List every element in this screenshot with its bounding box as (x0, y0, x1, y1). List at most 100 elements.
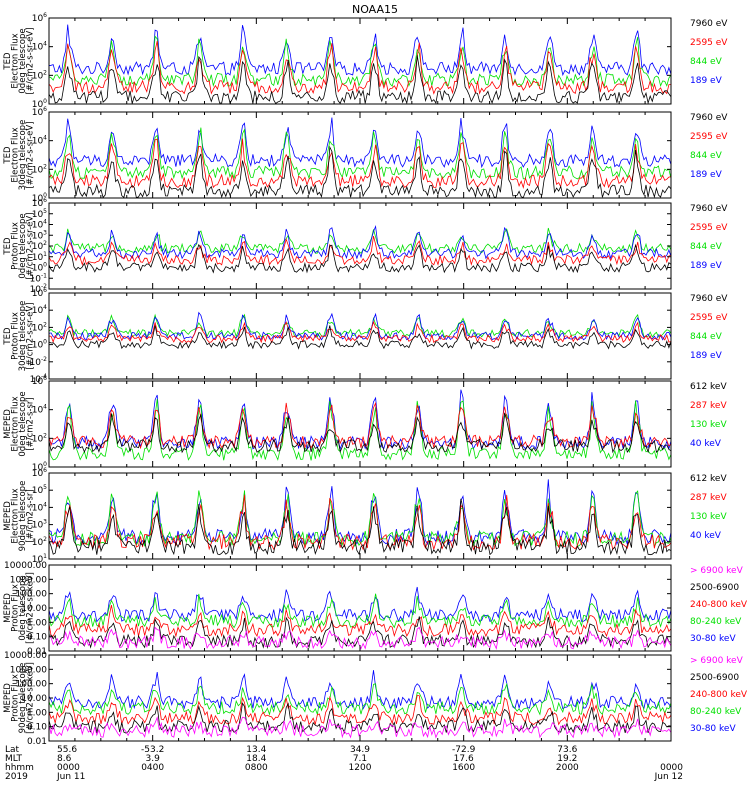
series-130-kev (48, 490, 672, 548)
legend-entry: 189 eV (690, 170, 723, 180)
y-tick-label: 0.01 (27, 737, 47, 747)
y-axis-label: [#/cm2-s-sr-eV] (26, 121, 36, 188)
y-tick-label: 1000.00 (10, 665, 47, 675)
y-axis-label: [#/cm2-s-sr-keV] (26, 572, 36, 644)
y-tick-label: 10000.00 (4, 651, 47, 661)
x-row-label: MLT (5, 754, 23, 764)
y-tick-label: 106 (32, 106, 47, 118)
legend-entry: 612 keV (690, 382, 727, 392)
x-tick-label-lat: 13.4 (246, 745, 266, 755)
legend-entry: 844 eV (690, 242, 723, 252)
series-612-kev (48, 412, 672, 454)
series-2595-ev (48, 138, 672, 189)
x-tick-label-hhmm: 0800 (245, 763, 268, 773)
panel-8: 0.01 0.10 1.00 10.00 100.00 1000.00 10000.00 ME… (3, 651, 748, 747)
legend-entry: 7960 eV (690, 113, 728, 123)
legend-entry: 2500-6900 (690, 673, 739, 683)
x-tick-label-hhmm: 1200 (349, 763, 372, 773)
y-axis-label: MEPED (3, 683, 13, 713)
legend-entry: 2500-6900 (690, 583, 739, 593)
y-axis-label: MEPED (3, 593, 13, 623)
legend-entry: 189 eV (690, 351, 723, 361)
y-axis-label: 90deg telescope (18, 481, 28, 552)
x-row-label: 2019 (5, 772, 28, 782)
y-axis-label: Proton Flux (11, 584, 21, 632)
x-tick-label-date: Jun 12 (654, 772, 683, 782)
legend-entry: 30-80 keV (690, 724, 736, 734)
y-tick-label: 106 (32, 467, 47, 479)
y-axis-label: [#/cm2-s-sr-eV] (26, 302, 36, 369)
series-30-80-kev (48, 670, 672, 710)
y-axis-label: [#/cm2-s-sr-eV] (26, 212, 36, 279)
y-tick-label: 10.00 (21, 694, 47, 704)
legend-entry: 189 eV (690, 76, 723, 86)
x-tick-label-hhmm: 2000 (556, 763, 579, 773)
series-2595-ev (48, 41, 671, 95)
y-axis-label: TED (3, 146, 13, 165)
legend-entry: 2595 eV (690, 223, 728, 233)
plot-frame (48, 564, 672, 652)
y-tick-label: 106 (32, 287, 47, 299)
x-tick-label-lat: -53.2 (141, 745, 164, 755)
y-axis-label: Electron Flux (11, 488, 21, 543)
y-axis-label: [#/cm2-s-sr] (26, 489, 36, 542)
y-tick-label: 10000.00 (4, 561, 47, 571)
legend-entry: 240-800 keV (690, 600, 748, 610)
legend-entry: 844 eV (690, 151, 723, 161)
y-axis-label: 90deg telescope (18, 663, 28, 734)
legend-entry: 844 eV (690, 57, 723, 67)
y-axis-label: Proton Flux (11, 222, 21, 270)
series-30-80-kev (48, 586, 672, 623)
x-tick-label-mlt: 17.6 (454, 754, 474, 764)
y-axis-label: TED (3, 52, 13, 71)
legend-entry: 7960 eV (690, 204, 728, 214)
legend-entry: > 6900 keV (690, 566, 744, 576)
y-axis-label: 0deg telescope (18, 575, 28, 640)
legend-entry: 2595 eV (690, 313, 728, 323)
series-844-ev (48, 227, 672, 255)
legend-entry: 130 keV (690, 420, 727, 430)
y-axis-label: Proton Flux (11, 674, 21, 722)
x-row-label: Lat (5, 745, 20, 755)
x-tick-label-mlt: 8.6 (57, 754, 72, 764)
x-tick-label-mlt: 3.9 (146, 754, 161, 764)
y-tick-label: 100.00 (16, 590, 48, 600)
y-tick-label: 100.00 (16, 680, 48, 690)
series-189-ev (48, 24, 672, 77)
figure-title: NOAA15 (352, 3, 398, 16)
legend-entry: 30-80 keV (690, 634, 736, 644)
y-axis-label: MEPED (3, 409, 13, 439)
y-axis-label: 30deg telescope (18, 120, 28, 191)
x-tick-label-lat: 73.6 (557, 745, 577, 755)
series-189-ev (48, 117, 672, 169)
y-axis-label: 0deg telescope (18, 391, 28, 456)
x-tick-label-hhmm: 1600 (452, 763, 475, 773)
y-axis-label: TED (3, 237, 13, 256)
x-tick-label-date: Jun 11 (56, 772, 85, 782)
y-axis-label: MEPED (3, 501, 13, 531)
series-240-800-kev (48, 605, 672, 638)
y-tick-label: 0.10 (27, 723, 47, 733)
x-tick-label-hhmm: 0400 (141, 763, 164, 773)
series--6900-kev (48, 716, 672, 739)
y-tick-label: 1.00 (27, 708, 47, 718)
y-axis-label: Electron Flux (11, 127, 21, 182)
series-844-ev (48, 35, 672, 88)
legend-entry: 240-800 keV (690, 690, 748, 700)
legend-entry: 844 eV (690, 332, 723, 342)
series-80-240-kev (48, 593, 672, 629)
series-189-ev (48, 224, 672, 260)
series-80-240-kev (48, 682, 672, 716)
y-axis-label: Electron Flux (11, 33, 21, 88)
plot-frame (48, 111, 672, 199)
y-axis-label: 30deg telescope (18, 301, 28, 372)
legend-entry: 40 keV (690, 531, 722, 541)
y-axis-label: Proton Flux (11, 312, 21, 360)
y-axis-label: 0deg telescope (18, 28, 28, 93)
y-axis-label: [#/cm2-s-sr] (26, 397, 36, 450)
y-tick-label: 106 (32, 12, 47, 24)
